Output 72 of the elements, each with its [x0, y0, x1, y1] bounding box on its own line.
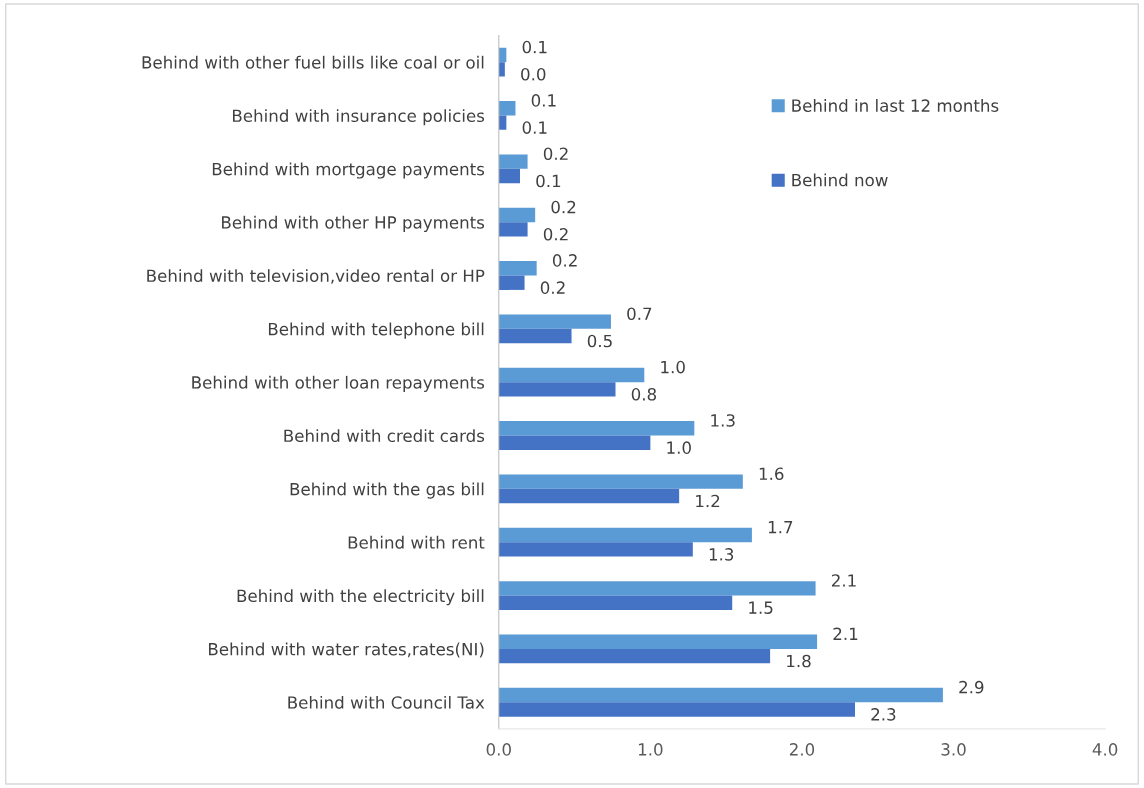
- y-tick-label: Behind with water rates,rates(NI): [209, 642, 484, 658]
- legend-label: Behind now: [792, 173, 888, 187]
- y-tick-label: Behind with the gas bill: [290, 482, 484, 499]
- data-label: 2.9: [959, 680, 984, 694]
- data-label: 0.2: [551, 200, 576, 214]
- x-tick-label: 2.0: [789, 743, 815, 756]
- bar: [498, 634, 818, 649]
- data-label: 1.8: [787, 654, 811, 668]
- y-tick-label: Behind with rent: [348, 535, 485, 549]
- bar: [498, 421, 695, 436]
- bar: [498, 328, 572, 344]
- bar: [498, 47, 507, 63]
- data-label: 1.0: [661, 360, 685, 374]
- x-tick-label: 0.0: [486, 743, 511, 756]
- bar: [498, 488, 680, 504]
- data-label: 1.5: [749, 601, 773, 614]
- bar: [498, 581, 816, 596]
- data-label: 1.3: [711, 414, 735, 427]
- y-tick-label: Behind with television,video rental or HP: [147, 269, 485, 284]
- y-tick-label: Behind with other HP payments: [222, 215, 485, 232]
- x-tick-label: 1.0: [638, 743, 663, 756]
- data-label: 0.7: [627, 307, 652, 321]
- y-tick-label: Behind with other fuel bills like coal or oil: [142, 55, 484, 69]
- y-tick-label: Behind with mortgage payments: [212, 162, 485, 179]
- bar: [498, 101, 516, 116]
- data-label: 0.8: [631, 388, 657, 401]
- data-label: 0.2: [543, 227, 568, 241]
- bar: [498, 435, 651, 450]
- data-label: 0.2: [552, 254, 577, 267]
- y-tick-label: Behind with the electricity bill: [237, 589, 484, 606]
- x-tick-label: 3.0: [941, 743, 966, 756]
- data-label: 2.3: [871, 708, 896, 721]
- bar: [498, 648, 771, 664]
- data-label: 1.7: [768, 521, 793, 534]
- bar: [498, 154, 528, 169]
- bar: [498, 527, 752, 543]
- data-label: 1.0: [667, 441, 691, 454]
- data-label: 0.1: [531, 94, 556, 107]
- bar: [498, 474, 743, 489]
- y-tick-label: Behind with other loan repayments: [192, 375, 485, 392]
- data-label: 1.6: [759, 467, 784, 481]
- bar: [498, 261, 537, 276]
- data-label: 0.5: [587, 334, 612, 348]
- y-tick-label: Behind with insurance policies: [233, 109, 485, 126]
- data-label: 2.1: [833, 627, 858, 640]
- data-label: 0.2: [543, 147, 568, 161]
- bar: [498, 382, 616, 397]
- bar: [498, 595, 733, 610]
- bar: [498, 222, 528, 237]
- y-tick-label: Behind with Council Tax: [288, 695, 485, 709]
- data-label: 1.3: [709, 548, 734, 561]
- bar: [498, 207, 536, 223]
- legend-label: Behind in last 12 months: [792, 99, 999, 112]
- y-tick-label: Behind with credit cards: [284, 429, 485, 443]
- bar: [498, 542, 693, 557]
- data-label: 0.1: [522, 121, 547, 134]
- bar: [498, 687, 943, 703]
- bar: [498, 702, 855, 717]
- bar: [498, 115, 507, 130]
- bar: [498, 275, 525, 290]
- bar: [498, 367, 645, 383]
- bar: [498, 168, 521, 184]
- y-tick-label: Behind with telephone bill: [268, 322, 484, 339]
- data-label: 0.0: [521, 67, 546, 81]
- x-tick-label: 4.0: [1092, 743, 1118, 756]
- data-label: 0.1: [536, 174, 561, 188]
- bar: [498, 62, 505, 77]
- data-label: 0.1: [522, 40, 547, 54]
- data-label: 2.1: [831, 574, 856, 587]
- data-label: 1.2: [696, 494, 720, 508]
- data-label: 0.2: [540, 281, 565, 294]
- bar: [498, 314, 611, 329]
